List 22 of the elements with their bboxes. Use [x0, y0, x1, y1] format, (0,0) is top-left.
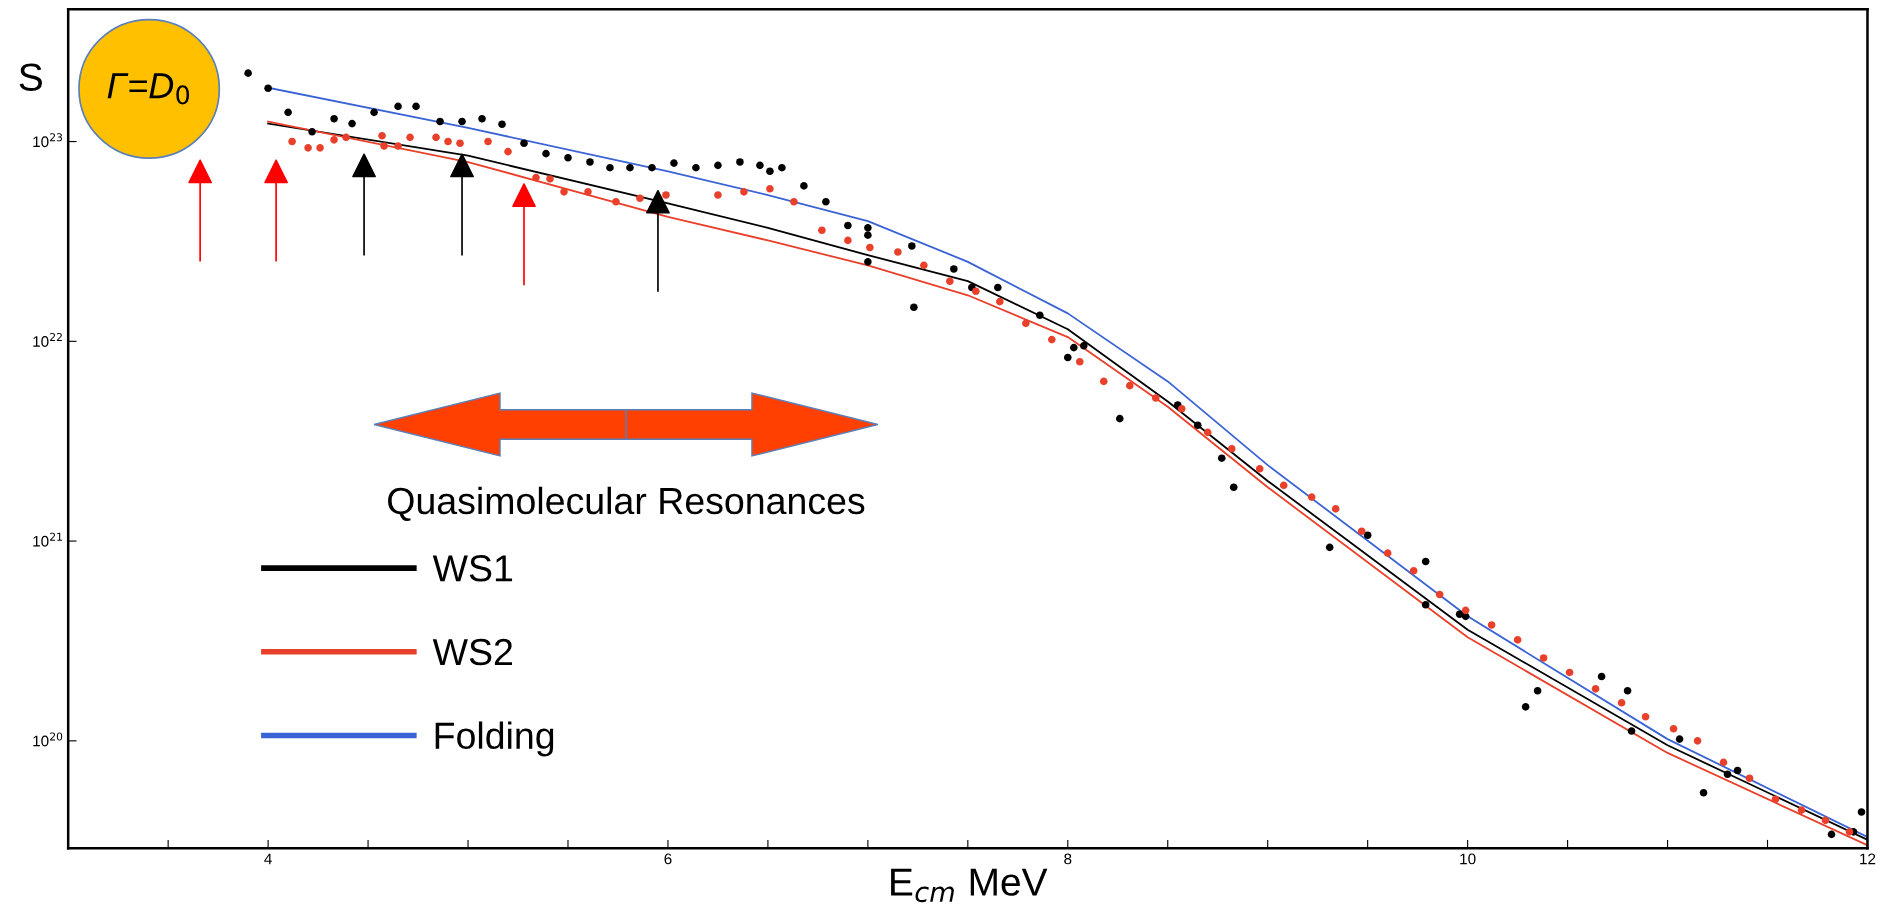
y-tick-label: 10$^{20}$	[33, 732, 63, 747]
point	[264, 159, 288, 184]
x-tick-label: 8	[1064, 853, 1072, 865]
point	[512, 183, 536, 207]
y-tick-label: 10$^{21}$	[33, 532, 62, 547]
y-axis-title: S	[19, 63, 42, 91]
legend-label: Folding	[435, 721, 554, 757]
annotation: Γ=D$_{0}$	[107, 73, 190, 105]
y-tick-label: 10$^{22}$	[33, 332, 62, 347]
x-tick-label: 4	[264, 853, 272, 865]
legend-label: WS2	[432, 638, 512, 666]
point	[450, 153, 474, 178]
point	[352, 153, 376, 178]
legend-label: WS1	[432, 555, 513, 582]
y-tick-label: 10$^{23}$	[33, 133, 63, 148]
point	[188, 159, 213, 184]
point	[646, 189, 670, 214]
annotation: Quasimolecular Resonances	[388, 486, 865, 521]
x-tick-label: 10	[1460, 853, 1476, 865]
x-axis-title: E$_{cm}$ MeV	[891, 868, 1048, 903]
x-tick-label: 6	[664, 853, 672, 865]
x-tick-label: 12	[1860, 853, 1876, 865]
